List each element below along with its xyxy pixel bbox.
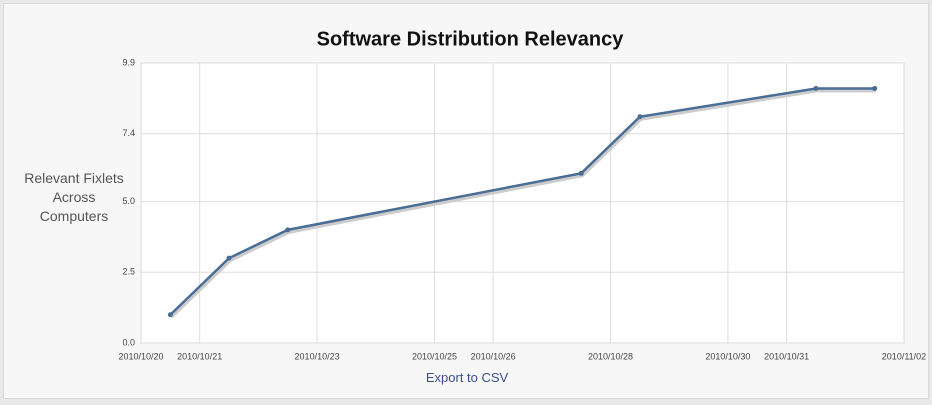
point — [872, 85, 878, 91]
y-tick-label: 0.0 — [122, 337, 135, 347]
x-tick-label: 2010/10/30 — [705, 351, 750, 361]
point — [813, 85, 819, 91]
point — [167, 312, 173, 318]
x-tick-label: 2010/10/20 — [118, 351, 163, 361]
point — [285, 227, 291, 233]
x-tick-label: 2010/10/31 — [764, 351, 809, 361]
point — [637, 114, 643, 120]
plot-area — [140, 62, 905, 344]
y-axis-label: Relevant Fixlets Across Computers — [24, 170, 124, 224]
y-tick-label: 2.5 — [122, 267, 135, 277]
y-tick-label: 9.9 — [122, 57, 135, 67]
x-tick-label: 2010/10/28 — [588, 351, 633, 361]
x-tick-label: 2010/10/23 — [295, 351, 340, 361]
chart: Software Distribution Relevancy 0.0 2.5 5.… — [118, 28, 926, 361]
point — [578, 170, 584, 176]
export-link[interactable]: Export to CSV — [425, 370, 509, 385]
x-tick-label: 2010/10/25 — [412, 351, 457, 361]
x-tick-label: 2010/10/26 — [471, 351, 516, 361]
chart-title: Software Distribution Relevancy — [317, 28, 625, 50]
x-tick-label: 2010/11/02 — [882, 351, 926, 361]
chart-panel: Software Distribution Relevancy 0.0 2.5 5.… — [3, 3, 929, 399]
y-tick-label: 5.0 — [122, 196, 135, 206]
y-tick-label: 7.4 — [122, 128, 135, 138]
x-tick-label: 2010/10/21 — [177, 351, 222, 361]
point — [226, 255, 232, 261]
